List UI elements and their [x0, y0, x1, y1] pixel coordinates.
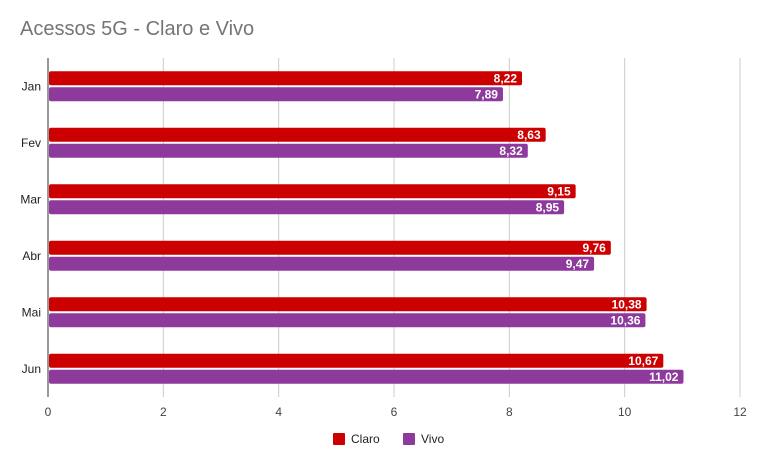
data-label: 7,89	[475, 87, 499, 101]
data-label: 9,76	[582, 241, 606, 255]
x-tick-label: 10	[618, 405, 632, 419]
data-label: 8,63	[517, 128, 541, 142]
data-label: 8,32	[499, 144, 523, 158]
category-label: Jun	[22, 362, 41, 376]
legend-label-claro: Claro	[351, 432, 380, 446]
data-label: 9,47	[566, 257, 590, 271]
x-tick-label: 0	[45, 405, 52, 419]
bar-claro	[49, 297, 647, 312]
bar-claro	[49, 127, 546, 142]
data-label: 9,15	[547, 184, 571, 198]
data-label: 11,02	[649, 370, 679, 384]
category-label: Jan	[22, 79, 41, 93]
category-label: Mai	[22, 305, 41, 319]
bar-vivo	[49, 369, 684, 384]
bar-vivo	[49, 143, 528, 158]
x-tick-label: 4	[275, 405, 282, 419]
x-tick-label: 12	[733, 405, 747, 419]
data-label: 10,38	[612, 297, 642, 311]
bar-claro	[49, 71, 523, 86]
bar-vivo	[49, 256, 595, 271]
data-label: 8,22	[494, 71, 518, 85]
legend-swatch-claro	[333, 433, 345, 445]
bar-vivo	[49, 87, 503, 102]
category-label: Abr	[22, 249, 41, 263]
bar-claro	[49, 240, 611, 255]
legend-label-vivo: Vivo	[421, 432, 444, 446]
bar-claro	[49, 353, 664, 368]
legend-swatch-vivo	[403, 433, 415, 445]
data-label: 10,36	[610, 313, 640, 327]
category-label: Mar	[20, 192, 41, 206]
x-tick-label: 2	[160, 405, 167, 419]
x-tick-label: 8	[506, 405, 513, 419]
data-label: 10,67	[628, 354, 658, 368]
chart-title: Acessos 5G - Claro e Vivo	[20, 18, 255, 40]
bar-vivo	[49, 200, 565, 215]
bar-claro	[49, 184, 576, 199]
bar-vivo	[49, 313, 646, 328]
category-label: Fev	[21, 136, 41, 150]
data-label: 8,95	[536, 200, 560, 214]
x-tick-label: 6	[391, 405, 398, 419]
